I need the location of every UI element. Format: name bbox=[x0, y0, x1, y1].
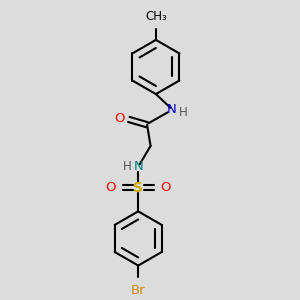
Text: O: O bbox=[106, 181, 116, 194]
Text: CH₃: CH₃ bbox=[145, 10, 167, 23]
Text: O: O bbox=[114, 112, 125, 125]
Text: O: O bbox=[160, 181, 171, 194]
Text: Br: Br bbox=[131, 284, 146, 297]
Text: H: H bbox=[123, 160, 131, 173]
Text: S: S bbox=[133, 181, 143, 195]
Text: H: H bbox=[179, 106, 188, 119]
Text: N: N bbox=[133, 160, 143, 173]
Text: N: N bbox=[167, 103, 177, 116]
